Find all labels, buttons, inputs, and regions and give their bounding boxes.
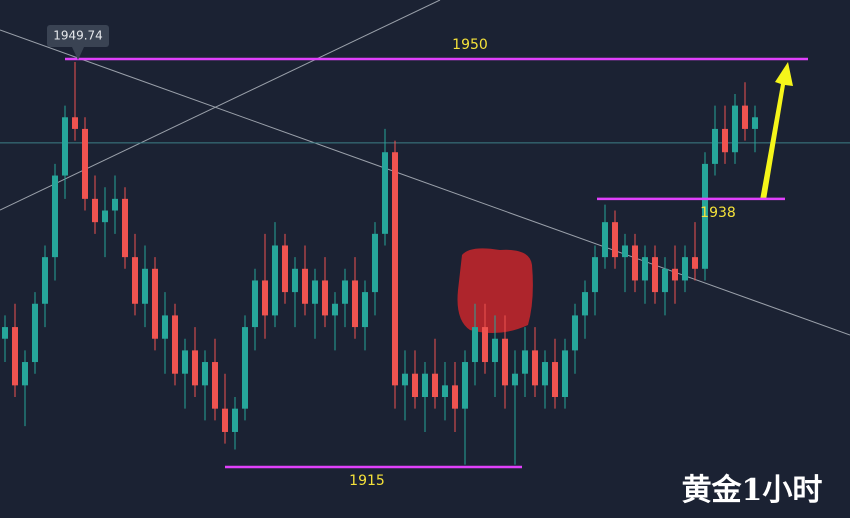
candle-body bbox=[462, 362, 468, 409]
candle-body bbox=[22, 362, 28, 386]
price-tag-label: 1949.74 bbox=[53, 29, 103, 43]
level-label: 1938 bbox=[700, 205, 736, 221]
candle-body bbox=[492, 338, 498, 363]
chart-title: 黄金1小时 bbox=[682, 473, 823, 508]
candle-body bbox=[742, 105, 748, 129]
candle-body bbox=[632, 245, 638, 281]
candle-body bbox=[722, 128, 728, 153]
candle-body bbox=[372, 233, 378, 293]
candle-body bbox=[592, 257, 598, 293]
candle-body bbox=[42, 257, 48, 304]
candle-body bbox=[552, 362, 558, 398]
candle-body bbox=[262, 280, 268, 316]
candle-body bbox=[82, 128, 88, 199]
candle-body bbox=[432, 373, 438, 398]
candle-body bbox=[652, 257, 658, 293]
candle-body bbox=[252, 280, 258, 328]
candle-body bbox=[542, 362, 548, 386]
candle-body bbox=[672, 268, 678, 281]
candle-body bbox=[582, 292, 588, 316]
candle-body bbox=[292, 268, 298, 293]
candle-body bbox=[532, 350, 538, 386]
candle-body bbox=[62, 117, 68, 176]
candle-body bbox=[242, 327, 248, 409]
candle-body bbox=[482, 327, 488, 363]
candle-body bbox=[152, 268, 158, 339]
candle-body bbox=[522, 350, 528, 374]
candle-body bbox=[212, 362, 218, 409]
candle-body bbox=[512, 373, 518, 386]
level-label: 1950 bbox=[452, 37, 488, 53]
candle-body bbox=[412, 373, 418, 398]
candle-body bbox=[682, 257, 688, 281]
candle-body bbox=[332, 303, 338, 316]
price-tag-pointer bbox=[72, 47, 84, 61]
candle-body bbox=[612, 222, 618, 258]
candle-body bbox=[282, 245, 288, 293]
candle-body bbox=[472, 327, 478, 363]
candle-body bbox=[322, 280, 328, 316]
candle-body bbox=[312, 280, 318, 304]
candle-body bbox=[232, 408, 238, 432]
candle-body bbox=[352, 280, 358, 328]
candle-body bbox=[142, 268, 148, 304]
candle-body bbox=[52, 175, 58, 258]
candle-body bbox=[562, 350, 568, 398]
candle-body bbox=[402, 373, 408, 386]
trend-line bbox=[0, 0, 441, 211]
candle-body bbox=[12, 327, 18, 386]
candle-body bbox=[642, 257, 648, 281]
candle-body bbox=[172, 315, 178, 374]
candle-body bbox=[92, 198, 98, 223]
candle-body bbox=[692, 257, 698, 269]
candle-body bbox=[162, 315, 168, 339]
candle-body bbox=[222, 408, 228, 432]
candle-body bbox=[32, 303, 38, 363]
trend-line bbox=[0, 29, 850, 336]
candle-body bbox=[382, 152, 388, 234]
candles bbox=[0, 62, 850, 465]
candle-body bbox=[702, 163, 708, 269]
candle-body bbox=[72, 117, 78, 129]
arrow bbox=[760, 62, 793, 200]
candle-body bbox=[2, 327, 8, 339]
candle-body bbox=[192, 350, 198, 386]
candle-body bbox=[502, 338, 508, 386]
candle-body bbox=[572, 315, 578, 351]
candle-body bbox=[442, 385, 448, 398]
candle-body bbox=[712, 128, 718, 164]
candle-body bbox=[102, 210, 108, 223]
candle-body bbox=[272, 245, 278, 316]
candle-body bbox=[302, 268, 308, 304]
candle-body bbox=[452, 385, 458, 409]
candle-body bbox=[732, 105, 738, 153]
candle-body bbox=[392, 152, 398, 386]
candle-body bbox=[182, 350, 188, 374]
candle-body bbox=[362, 292, 368, 328]
candle-body bbox=[202, 362, 208, 386]
candle-body bbox=[112, 198, 118, 211]
candle-body bbox=[752, 117, 758, 129]
candle-body bbox=[622, 245, 628, 258]
candle-body bbox=[662, 268, 668, 293]
stamp bbox=[457, 248, 533, 334]
level-label: 1915 bbox=[349, 473, 385, 489]
candle-body bbox=[602, 222, 608, 258]
candle-body bbox=[422, 373, 428, 398]
candle-body bbox=[122, 198, 128, 258]
candle-body bbox=[342, 280, 348, 304]
price-tag bbox=[47, 25, 109, 47]
candle-body bbox=[132, 257, 138, 304]
